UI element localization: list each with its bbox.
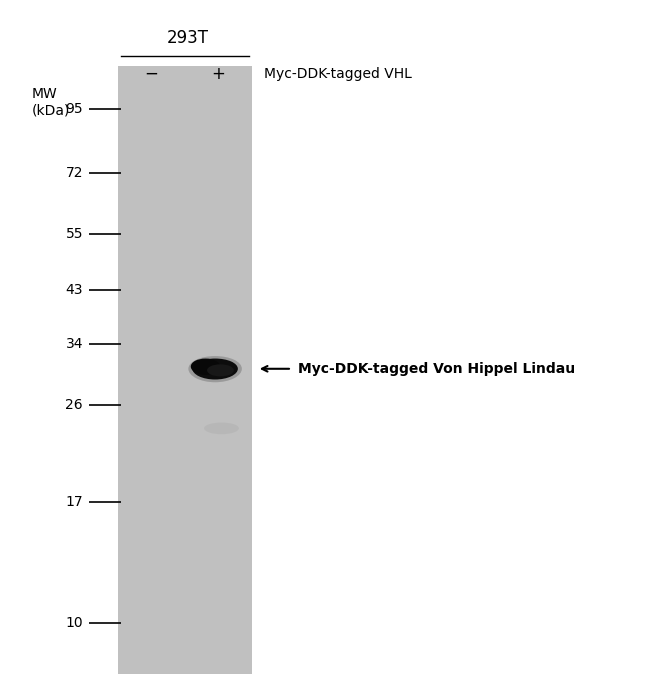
Text: −: − (144, 65, 159, 83)
Ellipse shape (207, 364, 234, 377)
Text: 26: 26 (65, 398, 83, 412)
Text: 34: 34 (66, 337, 83, 351)
Bar (118, 66, 252, 674)
Ellipse shape (190, 358, 220, 375)
Ellipse shape (204, 422, 239, 434)
Text: +: + (211, 65, 226, 83)
Ellipse shape (192, 358, 238, 379)
Ellipse shape (188, 356, 242, 382)
Text: 293T: 293T (167, 29, 209, 47)
Text: 17: 17 (65, 496, 83, 509)
Text: Myc-DDK-tagged Von Hippel Lindau: Myc-DDK-tagged Von Hippel Lindau (298, 362, 575, 376)
Text: 72: 72 (66, 166, 83, 180)
Text: MW
(kDa): MW (kDa) (32, 86, 70, 118)
Text: 43: 43 (66, 283, 83, 297)
Text: 95: 95 (65, 102, 83, 116)
Text: Myc-DDK-tagged VHL: Myc-DDK-tagged VHL (265, 67, 412, 81)
Text: 10: 10 (65, 617, 83, 631)
Text: 55: 55 (66, 227, 83, 242)
